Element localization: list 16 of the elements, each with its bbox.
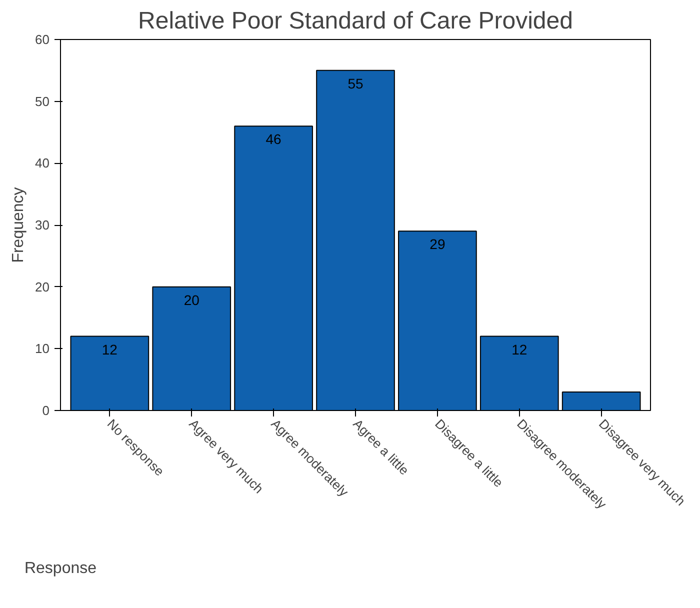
y-tick-label: 50 xyxy=(35,94,50,109)
data-label: 12 xyxy=(102,341,118,358)
y-tick-label: 60 xyxy=(35,32,50,47)
y-tick-label: 10 xyxy=(35,341,50,356)
data-label: 55 xyxy=(348,75,364,92)
data-label: 29 xyxy=(430,236,446,252)
y-axis-title: Frequency xyxy=(10,187,28,263)
data-label: 46 xyxy=(266,131,282,148)
data-label: 12 xyxy=(512,341,528,358)
data-label: 20 xyxy=(184,292,200,308)
y-tick-label: 20 xyxy=(35,279,50,294)
chart-title: Relative Poor Standard of Care Provided xyxy=(138,8,573,34)
y-tick-label: 0 xyxy=(42,403,50,418)
x-axis-title: Response xyxy=(24,560,97,577)
y-tick-label: 30 xyxy=(35,218,50,232)
y-tick-label: 40 xyxy=(35,156,50,171)
